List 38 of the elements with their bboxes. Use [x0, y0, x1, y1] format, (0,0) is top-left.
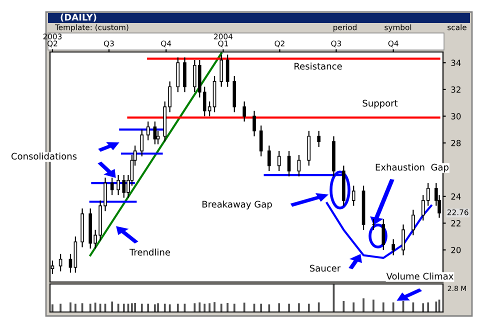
candlestick [153, 120, 157, 145]
candlestick [412, 209, 415, 236]
candlestick [252, 110, 256, 137]
candlestick [116, 174, 120, 196]
y-tick-label: 22 [451, 220, 460, 226]
annotation: Saucer [310, 264, 341, 272]
candlestick [242, 100, 246, 122]
y-tick-label: 20 [451, 246, 461, 254]
annotation: Breakaway Gap [202, 200, 272, 210]
candlestick [110, 177, 114, 196]
annotation: Exhaustion Gap [376, 164, 449, 172]
y-tick-label: 24 [451, 193, 461, 200]
y-tick-label: 34 [451, 60, 461, 66]
candlestick [58, 253, 62, 272]
candlestick [382, 218, 386, 250]
candlestick [287, 150, 291, 177]
annotation: Consolidations [11, 152, 77, 160]
candlestick [352, 185, 356, 206]
y-tick-label: 28 [451, 140, 461, 146]
candlestick [317, 130, 320, 148]
candlestick [297, 154, 301, 177]
chart-title: (DAILY) [60, 14, 96, 22]
candlestick [277, 150, 281, 172]
annotation: Volume Climax [386, 272, 454, 280]
annotation: Resistance [294, 62, 342, 70]
annotation: Trendline [129, 248, 170, 256]
candlestick [226, 54, 230, 88]
y-tick-label: 32 [451, 86, 460, 93]
annotation: Support [362, 100, 398, 108]
y-tick-label: 30 [451, 113, 461, 120]
candlestick [268, 145, 271, 172]
candlestick [259, 124, 263, 157]
candlestick [146, 120, 150, 141]
candlestick [140, 129, 144, 157]
candlestick [392, 238, 395, 256]
candlestick [122, 174, 126, 198]
candlestick [402, 224, 405, 256]
candlestick [156, 130, 160, 145]
